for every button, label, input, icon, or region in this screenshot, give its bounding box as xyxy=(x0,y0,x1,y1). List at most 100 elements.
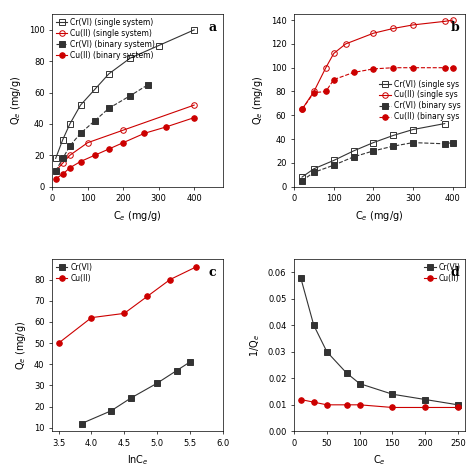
Line: Cr(VI): Cr(VI) xyxy=(79,359,192,426)
Cr(VI) (binary system) xyxy=(92,118,98,124)
Line: Cu(II) (single system): Cu(II) (single system) xyxy=(53,102,197,173)
Line: Cu(II): Cu(II) xyxy=(298,397,461,410)
Cu(II) (binary sys xyxy=(371,66,376,72)
Cu(II) (single sys xyxy=(371,30,376,36)
Cu(II) (single system) xyxy=(191,102,197,108)
Cr(VI) xyxy=(174,368,180,374)
Cu(II) (binary sys xyxy=(391,65,396,71)
Cr(VI) (single system) xyxy=(67,121,73,127)
Cu(II) xyxy=(390,405,395,410)
Cu(II) (binary sys xyxy=(442,65,447,71)
Cu(II) (single sys xyxy=(442,18,447,24)
Cu(II) xyxy=(121,310,127,316)
Cr(VI) (binary system) xyxy=(67,143,73,149)
Cr(VI) xyxy=(187,359,192,365)
Cu(II) (single sys xyxy=(343,41,348,47)
Cr(VI) xyxy=(455,402,461,408)
Cr(VI) (single system) xyxy=(53,155,58,161)
Cu(II) (binary sys xyxy=(323,89,328,94)
Cr(VI) xyxy=(390,392,395,397)
Line: Cu(II): Cu(II) xyxy=(56,264,199,346)
Cu(II) (single system) xyxy=(120,128,126,133)
Line: Cr(VI) (single system): Cr(VI) (single system) xyxy=(53,27,197,161)
Cr(VI) (binary sys xyxy=(442,141,447,146)
Cu(II) (single sys xyxy=(410,22,416,28)
Cu(II) xyxy=(298,397,303,402)
Legend: Cr(VI), Cu(II): Cr(VI), Cu(II) xyxy=(423,261,462,284)
Cu(II) (binary sys xyxy=(331,77,337,82)
X-axis label: C$_e$ (mg/g): C$_e$ (mg/g) xyxy=(355,209,403,223)
Text: d: d xyxy=(451,266,460,279)
Cr(VI) (single system) xyxy=(92,87,98,92)
Cr(VI) (binary sys xyxy=(299,178,305,183)
Cr(VI) xyxy=(422,397,428,402)
Cu(II) xyxy=(422,405,428,410)
Cr(VI) (binary sys xyxy=(331,162,337,168)
Cu(II) xyxy=(344,402,349,408)
Cr(VI) xyxy=(298,275,303,281)
Line: Cr(VI) (binary system): Cr(VI) (binary system) xyxy=(53,82,151,173)
Cr(VI) xyxy=(324,349,330,355)
Line: Cu(II) (binary system): Cu(II) (binary system) xyxy=(53,115,197,182)
Cu(II) (binary system) xyxy=(191,115,197,120)
Cu(II) (single sys xyxy=(311,89,317,94)
Cu(II) (binary sys xyxy=(299,107,305,112)
Cu(II) (binary system) xyxy=(53,176,58,182)
Legend: Cr(VI) (single sys, Cu(II) (single sys, Cr(VI) (binary sys, Cu(II) (binary sys: Cr(VI) (single sys, Cu(II) (single sys, … xyxy=(378,78,462,123)
Line: Cr(VI): Cr(VI) xyxy=(298,275,461,408)
Cu(II) xyxy=(357,402,363,408)
Cr(VI) (binary system) xyxy=(106,105,112,111)
Cu(II) (single system) xyxy=(67,153,73,158)
Cr(VI) (binary sys xyxy=(351,154,356,160)
Cu(II) (binary sys xyxy=(410,65,416,71)
Y-axis label: Q$_e$ (mg/g): Q$_e$ (mg/g) xyxy=(9,76,23,125)
Cr(VI) xyxy=(311,322,317,328)
Cu(II) (binary system) xyxy=(67,165,73,171)
Cu(II) (binary sys xyxy=(311,90,317,96)
Cr(VI) xyxy=(128,395,134,401)
Cu(II) (single system) xyxy=(53,168,58,174)
Cr(VI) xyxy=(108,408,114,414)
Cu(II) xyxy=(324,402,330,408)
Cr(VI) (binary sys xyxy=(391,143,396,149)
Y-axis label: Q$_e$ (mg/g): Q$_e$ (mg/g) xyxy=(14,320,28,370)
Cr(VI) xyxy=(357,381,363,386)
Line: Cr(VI) (single sys: Cr(VI) (single sys xyxy=(299,121,447,180)
X-axis label: C$_e$ (mg/g): C$_e$ (mg/g) xyxy=(113,209,162,223)
Y-axis label: Q$_e$ (mg/g): Q$_e$ (mg/g) xyxy=(251,76,265,125)
Cr(VI) (single sys xyxy=(311,166,317,172)
Cu(II) xyxy=(455,405,461,410)
Line: Cu(II) (single sys: Cu(II) (single sys xyxy=(299,18,456,112)
Cu(II) (binary system) xyxy=(92,153,98,158)
Cr(VI) (single sys xyxy=(410,127,416,132)
Cr(VI) (binary system) xyxy=(53,168,58,174)
Text: b: b xyxy=(451,21,460,34)
Cu(II) xyxy=(144,293,150,299)
Cu(II) (binary sys xyxy=(351,70,356,75)
Cr(VI) (single sys xyxy=(351,148,356,154)
X-axis label: lnC$_e$: lnC$_e$ xyxy=(127,454,148,467)
Cu(II) (single system) xyxy=(85,140,91,146)
Cu(II) xyxy=(56,340,62,346)
Cu(II) (binary system) xyxy=(142,130,147,136)
Cu(II) (single sys xyxy=(450,18,456,23)
Cu(II) (single sys xyxy=(391,26,396,31)
Cu(II) (binary system) xyxy=(60,171,65,177)
Cu(II) xyxy=(89,315,94,320)
Cr(VI) (single system) xyxy=(78,102,83,108)
Cu(II) (single sys xyxy=(331,51,337,56)
Cr(VI) (single system) xyxy=(60,137,65,142)
Cu(II) (single sys xyxy=(323,65,328,71)
Cr(VI) (single sys xyxy=(299,174,305,180)
Cr(VI) (single sys xyxy=(331,157,337,163)
Cr(VI) xyxy=(79,420,84,426)
Y-axis label: 1/Q$_e$: 1/Q$_e$ xyxy=(249,334,263,357)
Legend: Cr(VI) (single system), Cu(II) (single system), Cr(VI) (binary system), Cu(II) (: Cr(VI) (single system), Cu(II) (single s… xyxy=(55,17,157,61)
Cr(VI) xyxy=(154,381,160,386)
Cu(II) (single sys xyxy=(299,107,305,112)
Cr(VI) (single system) xyxy=(106,71,112,77)
Cu(II) xyxy=(193,264,199,270)
Cu(II) (binary system) xyxy=(120,140,126,146)
X-axis label: C$_e$: C$_e$ xyxy=(373,454,386,467)
Text: a: a xyxy=(209,21,217,34)
